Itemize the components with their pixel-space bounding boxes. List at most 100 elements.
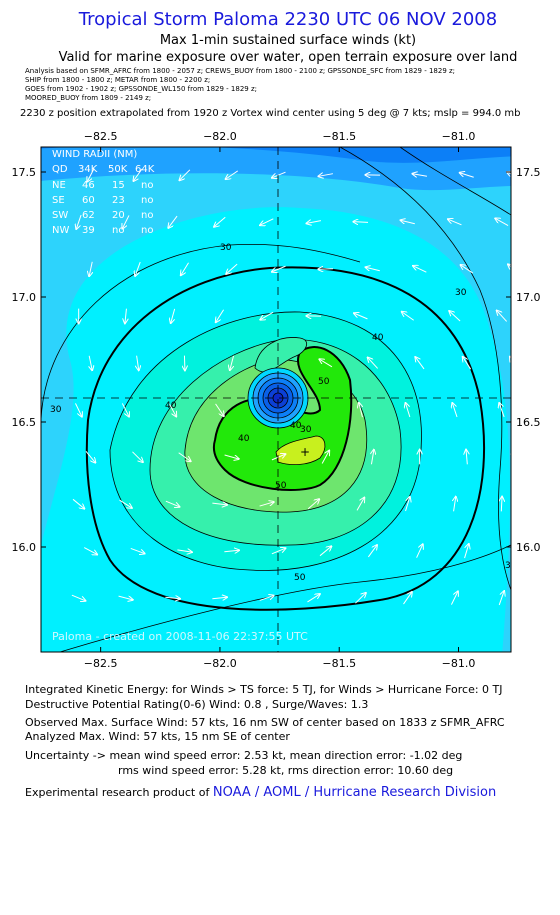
- wind-vector-arrow: [179, 169, 191, 180]
- contour-label: 40: [238, 434, 250, 444]
- wind-vector-arrow: [72, 498, 84, 508]
- wind-radii-header-64k: 64K: [135, 164, 155, 175]
- wind-vector-arrow: [214, 216, 226, 227]
- wind-vector-arrow: [497, 311, 508, 322]
- wind-radii-table: WIND RADII (NM) QD 34K 50K 64K NE 46 15 …: [52, 149, 155, 236]
- wind-vector-arrow: [307, 499, 319, 510]
- wind-vector-arrow: [121, 403, 129, 416]
- wind-vector-arrow: [212, 597, 227, 599]
- wind-vector-arrow: [508, 264, 511, 273]
- wind-vector-arrow: [260, 218, 274, 225]
- lat-tick-label-right: 16.5: [516, 416, 541, 429]
- wind-vector-arrow: [260, 311, 274, 319]
- wind-radii-64k: no: [141, 225, 153, 236]
- uncertainty-mean: Uncertainty -> mean wind speed error: 2.…: [25, 749, 463, 762]
- wind-vectors: [71, 168, 515, 606]
- contour-label: 50: [318, 377, 330, 387]
- wind-vector-arrow: [513, 450, 515, 465]
- wind-vector-arrow: [125, 308, 127, 324]
- analysis-source-line: MOORED_BUOY from 1809 - 2149 z;: [25, 94, 152, 102]
- wind-vector-arrow: [367, 545, 377, 558]
- wind-vector-arrow: [224, 550, 239, 551]
- analysis-source-line: SHIP from 1800 - 1800 z; METAR from 1800…: [25, 76, 211, 84]
- axis-ticks: −82.5 −82.5 −82.0 −82.0 −81.5 −81.5 −81.0 −81.0…: [12, 130, 541, 670]
- wind-vector-arrow: [89, 261, 92, 276]
- wind-vector-arrow: [87, 168, 95, 181]
- wind-vector-arrow: [168, 215, 178, 228]
- wind-vector-arrow: [85, 451, 95, 462]
- wind-vector-arrow: [413, 266, 427, 273]
- wind-radii-header-qd: QD: [52, 164, 68, 175]
- wind-vector-arrow: [319, 359, 333, 368]
- analysis-source-line: GOES from 1902 - 1902 z; GPSSONDE_WL150 …: [25, 85, 258, 93]
- wind-vector-arrow: [132, 451, 142, 462]
- wind-vector-arrow: [499, 403, 505, 418]
- wind-vector-arrow: [449, 311, 461, 322]
- contour-line-40-outer: [59, 544, 511, 652]
- contour-label: 30: [505, 561, 517, 571]
- wind-vector-arrow: [133, 168, 143, 181]
- lon-tick-label-top: −82.0: [203, 130, 237, 143]
- lon-tick-label-bottom: −82.0: [203, 657, 237, 670]
- map-title: Tropical Storm Paloma 2230 UTC 06 NOV 20…: [78, 9, 498, 30]
- wind-vector-arrow: [122, 215, 130, 228]
- contour-label: 40: [372, 333, 384, 343]
- wind-vector-arrow: [177, 550, 192, 552]
- created-watermark: Paloma - created on 2008-11-06 22:37:55 …: [52, 630, 308, 643]
- wind-vector-arrow: [212, 503, 227, 505]
- lat-tick-label-left: 17.0: [12, 291, 37, 304]
- lon-tick-label-top: −82.5: [84, 130, 118, 143]
- contour-line-30-w: [41, 243, 361, 421]
- wind-vector-arrow: [463, 357, 472, 370]
- wind-vector-arrow: [224, 454, 239, 459]
- wind-vector-arrow: [83, 547, 97, 555]
- wind-vector-arrow: [119, 499, 131, 508]
- wind-radii-title: WIND RADII (NM): [52, 149, 137, 160]
- wind-vector-arrow: [259, 596, 274, 601]
- wind-vector-arrow: [168, 403, 176, 417]
- wind-vector-arrow: [165, 500, 180, 507]
- credit-line: Experimental research product of NOAA / …: [25, 785, 496, 800]
- contour-label: 50: [275, 481, 287, 491]
- wind-radii-34k: 46: [82, 180, 95, 191]
- wind-vector-arrow: [353, 222, 369, 223]
- wind-radii-34k: 60: [82, 195, 95, 206]
- analysis-source-line: Analysis based on SFMR_AFRC from 1800 - …: [25, 67, 456, 75]
- wind-vector-arrow: [416, 544, 423, 558]
- wind-vector-arrow: [171, 308, 176, 323]
- wind-vector-arrow: [271, 548, 286, 555]
- lon-tick-label-bottom: −81.5: [322, 657, 356, 670]
- wind-vector-arrow: [415, 357, 425, 370]
- wind-radii-64k: no: [141, 210, 153, 221]
- analyzed-max-wind: Analyzed Max. Wind: 57 kts, 15 nm SE of …: [25, 730, 290, 743]
- wind-vector-arrow: [271, 454, 286, 461]
- wind-vector-arrow: [259, 502, 274, 507]
- wind-vector-arrow: [307, 594, 319, 603]
- wind-vector-arrow: [371, 450, 373, 465]
- wind-radii-50k: 20: [112, 210, 125, 221]
- wind-vector-arrow: [215, 403, 224, 416]
- wind-radii-quadrant: SW: [52, 210, 68, 221]
- wind-vector-arrow: [355, 593, 365, 604]
- wind-vector-arrow: [460, 173, 474, 178]
- wind-vector-arrow: [165, 597, 180, 598]
- contour-label: 30: [220, 243, 232, 253]
- wind-vector-arrow: [495, 218, 509, 227]
- map-subtitle-units: Max 1-min sustained surface winds (kt): [159, 33, 417, 48]
- hrd-link[interactable]: NOAA / AOML / Hurricane Research Divisio…: [212, 785, 497, 800]
- wind-vector-arrow: [356, 498, 364, 511]
- wind-vector-arrow: [461, 265, 474, 274]
- max-wind-marker: +: [300, 445, 310, 459]
- wind-vector-arrow: [318, 269, 334, 270]
- ike-line: Integrated Kinetic Energy: for Winds > T…: [25, 683, 503, 696]
- wind-vector-arrow: [402, 312, 414, 321]
- wind-vector-arrow: [118, 595, 133, 600]
- wind-vector-arrow: [403, 592, 411, 605]
- contour-label: 40: [290, 421, 302, 431]
- map-subtitle-validity: Valid for marine exposure over water, op…: [58, 50, 518, 65]
- lat-tick-label-right: 16.0: [516, 541, 541, 554]
- wind-vector-arrow: [321, 451, 329, 464]
- wind-vector-arrow: [71, 594, 86, 601]
